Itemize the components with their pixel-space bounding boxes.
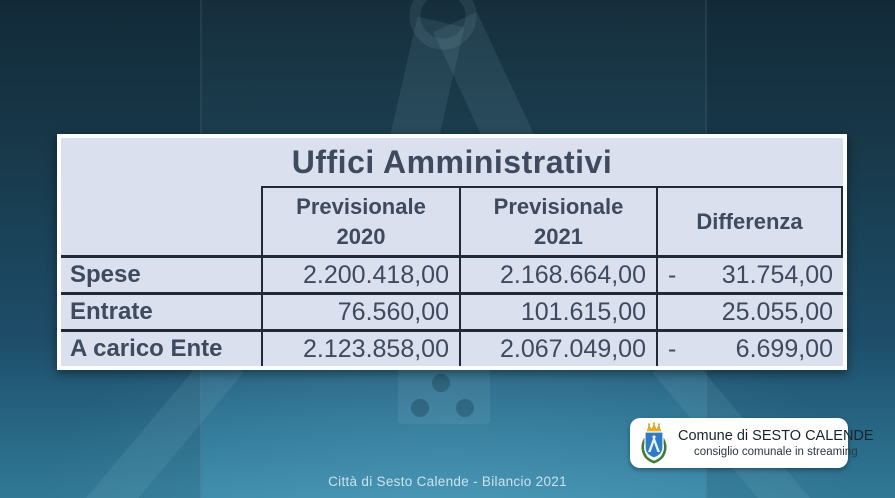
value-previsionale-2020: 2.123.858,00 — [261, 332, 459, 366]
badge-title: Comune di SESTO CALENDE — [678, 427, 874, 444]
differenza-amount: 25.055,00 — [721, 297, 833, 326]
header-cell-empty — [61, 186, 261, 255]
badge-text: Comune di SESTO CALENDE consiglio comuna… — [678, 427, 874, 460]
header-cell-previsionale-2020: Previsionale 2020 — [261, 186, 459, 255]
differenza-sign: - — [668, 260, 677, 289]
header-cell-differenza: Differenza — [656, 186, 843, 255]
value-previsionale-2021: 101.615,00 — [459, 295, 656, 329]
streaming-badge: Comune di SESTO CALENDE consiglio comuna… — [630, 418, 874, 468]
row-label: Spese — [70, 261, 141, 288]
differenza-amount: 31.754,00 — [721, 260, 833, 289]
budget-table: Uffici Amministrativi Previsionale 2020 … — [61, 138, 843, 366]
header-cell-previsionale-2021: Previsionale 2021 — [459, 186, 656, 255]
stream-caption: Città di Sesto Calende - Bilancio 2021 — [328, 474, 567, 489]
value-previsionale-2020: 76.560,00 — [261, 295, 459, 329]
value-previsionale-2021: 2.168.664,00 — [459, 258, 656, 292]
row-label: Entrate — [70, 298, 153, 325]
header-line: Differenza — [696, 208, 803, 234]
value-differenza: - 31.754,00 — [656, 258, 843, 292]
table-header-row: Previsionale 2020 Previsionale 2021 Diff… — [61, 186, 843, 255]
badge-subtitle: consiglio comunale in streaming — [693, 445, 858, 458]
value-differenza: - 6.699,00 — [656, 332, 843, 366]
row-label: A carico Ente — [70, 335, 223, 362]
header-line: Previsionale — [493, 193, 624, 219]
differenza-sign: - — [668, 334, 677, 363]
table-row-entrate: Entrate 76.560,00 101.615,00 25.055,00 — [61, 292, 843, 329]
budget-table-card: Uffici Amministrativi Previsionale 2020 … — [57, 134, 847, 370]
table-title: Uffici Amministrativi — [291, 143, 613, 180]
header-line: 2020 — [336, 223, 386, 249]
value-previsionale-2020: 2.200.418,00 — [261, 258, 459, 292]
header-line: 2021 — [534, 223, 583, 249]
value-previsionale-2021: 2.067.049,00 — [459, 332, 656, 366]
table-row-a-carico-ente: A carico Ente 2.123.858,00 2.067.049,00 … — [61, 329, 843, 366]
value-differenza: 25.055,00 — [656, 295, 843, 329]
header-line: Previsionale — [296, 193, 426, 219]
sesto-calende-coat-of-arms-icon — [641, 422, 667, 464]
differenza-amount: 6.699,00 — [735, 334, 833, 363]
table-row-spese: Spese 2.200.418,00 2.168.664,00 - 31.754… — [61, 255, 843, 292]
